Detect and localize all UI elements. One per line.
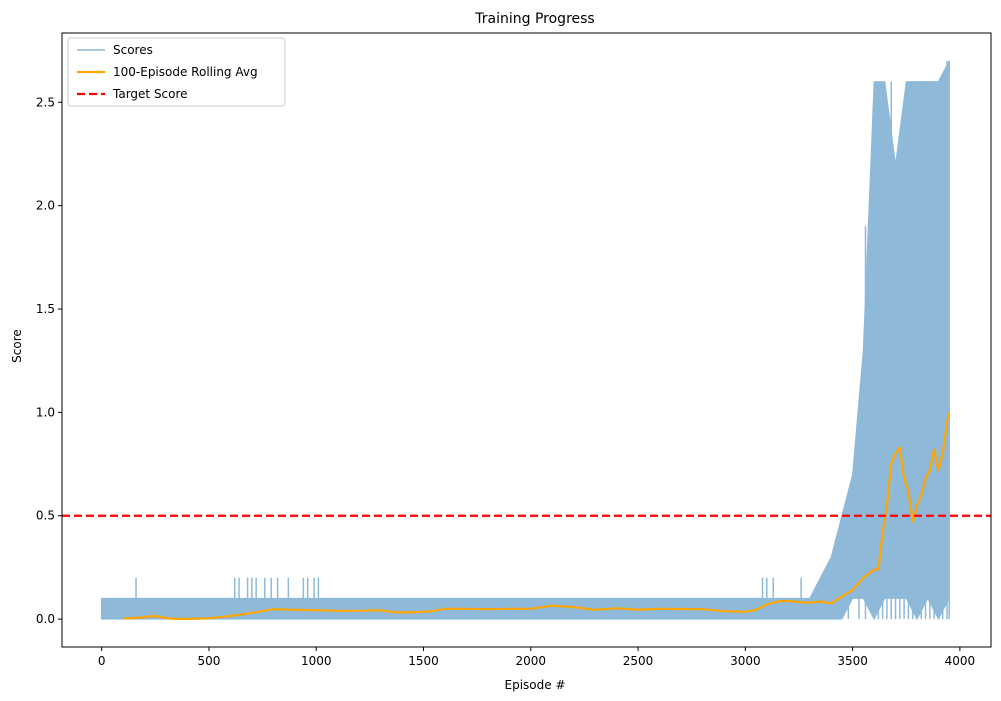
y-tick-label: 1.0 xyxy=(36,405,55,419)
legend-label: 100-Episode Rolling Avg xyxy=(113,65,258,79)
x-tick-label: 1500 xyxy=(408,654,439,668)
x-tick-label: 3500 xyxy=(837,654,868,668)
x-tick-label: 0 xyxy=(98,654,106,668)
y-tick-label: 0.0 xyxy=(36,612,55,626)
x-tick-label: 1000 xyxy=(301,654,332,668)
legend-box xyxy=(67,37,286,107)
y-axis-label: Score xyxy=(10,329,24,363)
legend-label: Scores xyxy=(113,43,153,57)
rolling-avg-line xyxy=(123,412,951,621)
y-tick-label: 2.0 xyxy=(36,199,55,213)
x-axis: 0 500 1000 1500 2000 2500 3000 3500 4000 xyxy=(98,647,975,668)
x-tick-label: 2500 xyxy=(623,654,654,668)
y-tick-label: 1.5 xyxy=(36,302,55,316)
plot-area xyxy=(62,60,991,621)
y-tick-label: 2.5 xyxy=(36,95,55,109)
x-tick-label: 3000 xyxy=(730,654,761,668)
plot-frame xyxy=(61,32,992,648)
chart-title: Training Progress xyxy=(474,11,594,27)
legend-label: Target Score xyxy=(112,87,188,101)
y-tick-label: 0.5 xyxy=(36,509,55,523)
y-axis: 0.0 0.5 1.0 1.5 2.0 2.5 xyxy=(36,95,62,626)
x-tick-label: 2000 xyxy=(516,654,547,668)
x-tick-label: 4000 xyxy=(945,654,976,668)
x-tick-label: 500 xyxy=(198,654,221,668)
scores-series-band xyxy=(101,60,950,621)
legend: Scores 100-Episode Rolling Avg Target Scor… xyxy=(67,37,286,107)
x-axis-label: Episode # xyxy=(505,678,566,692)
